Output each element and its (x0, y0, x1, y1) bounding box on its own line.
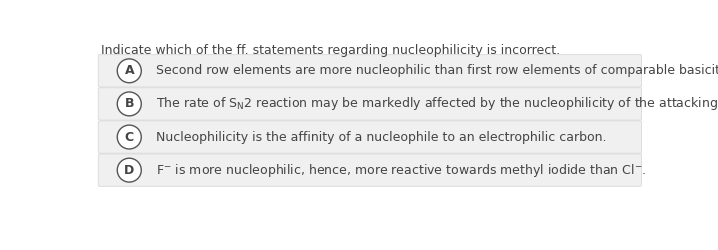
Circle shape (117, 59, 141, 83)
Circle shape (117, 92, 141, 116)
Circle shape (117, 125, 141, 149)
FancyBboxPatch shape (98, 55, 642, 87)
Text: Second row elements are more nucleophilic than first row elements of comparable : Second row elements are more nucleophili… (156, 64, 718, 77)
Text: A: A (124, 64, 134, 77)
Text: D: D (124, 164, 134, 177)
Text: Nucleophilicity is the affinity of a nucleophile to an electrophilic carbon.: Nucleophilicity is the affinity of a nuc… (156, 130, 606, 143)
FancyBboxPatch shape (98, 121, 642, 153)
Text: B: B (124, 98, 134, 110)
Text: The rate of S$_{\mathrm{N}}$2 reaction may be markedly affected by the nucleophi: The rate of S$_{\mathrm{N}}$2 reaction m… (156, 96, 718, 112)
Text: Indicate which of the ff. statements regarding nucleophilicity is incorrect.: Indicate which of the ff. statements reg… (101, 44, 561, 57)
Text: C: C (125, 130, 134, 143)
FancyBboxPatch shape (98, 88, 642, 120)
FancyBboxPatch shape (98, 154, 642, 186)
Circle shape (117, 158, 141, 182)
Text: F$^{-}$ is more nucleophilic, hence, more reactive towards methyl iodide than Cl: F$^{-}$ is more nucleophilic, hence, mor… (156, 162, 646, 179)
